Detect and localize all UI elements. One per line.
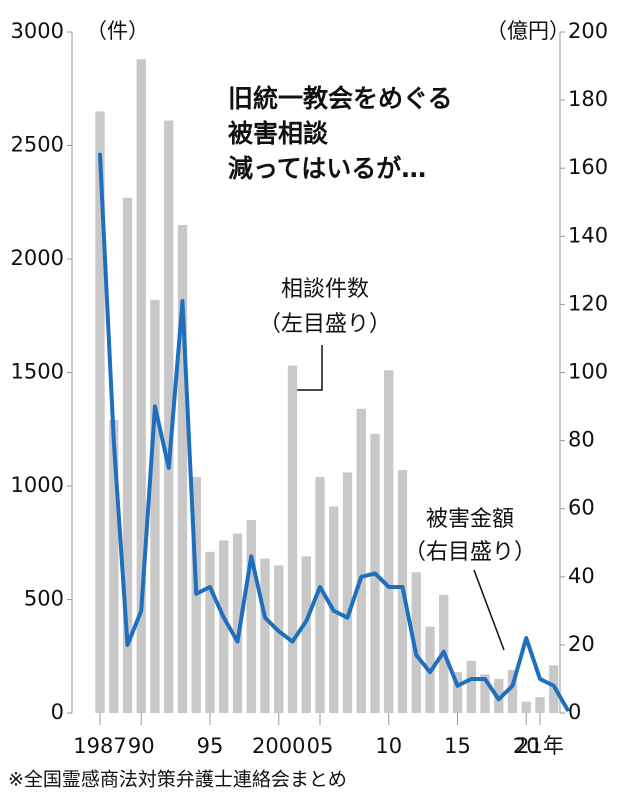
y-tick-label: 0: [51, 700, 64, 724]
bar: [507, 669, 518, 713]
bar: [150, 299, 160, 713]
bar: [452, 672, 463, 713]
y-tick-label: 2500: [11, 133, 64, 157]
y2-tick-label: 200: [568, 19, 608, 43]
bar: [480, 674, 490, 713]
bar: [411, 572, 421, 713]
bar: [287, 365, 298, 713]
x-tick-label: 95: [197, 734, 224, 758]
bar: [177, 224, 188, 713]
leader-line: [473, 569, 505, 651]
bar: [109, 420, 119, 713]
y-axis-unit: （件）: [86, 19, 149, 43]
chart-title: 減ってはいるが…: [228, 154, 426, 183]
annotation: 被害金額: [426, 507, 514, 532]
y-tick-label: 3000: [11, 19, 64, 43]
bar: [301, 556, 311, 713]
y2-tick-label: 80: [568, 428, 595, 452]
bar: [274, 565, 284, 713]
y2-axis-unit: （億円）: [486, 19, 570, 43]
x-tick-label: 21年: [516, 734, 564, 758]
bar: [384, 370, 394, 713]
y2-tick-label: 40: [568, 564, 595, 588]
y2-tick-label: 60: [568, 496, 595, 520]
x-tick-label: 15: [444, 734, 471, 758]
bar: [521, 701, 531, 713]
y-tick-label: 1000: [11, 473, 64, 497]
x-tick-label: 05: [307, 734, 334, 758]
y2-tick-label: 180: [568, 87, 608, 111]
annotation: 相談件数: [281, 277, 369, 302]
y-tick-label: 500: [24, 587, 64, 611]
bar: [219, 540, 229, 713]
annotation: （左目盛り）: [259, 312, 391, 337]
annotation: （右目盛り）: [404, 540, 536, 565]
bar: [136, 59, 146, 714]
y2-tick-label: 120: [568, 291, 608, 315]
bar: [260, 558, 270, 713]
bar: [232, 533, 243, 713]
y2-tick-label: 100: [568, 360, 608, 384]
x-tick-label: 1987: [73, 734, 126, 758]
chart-title: 被害相談: [228, 119, 329, 148]
x-tick-label: 90: [128, 734, 155, 758]
y-tick-label: 2000: [11, 246, 64, 270]
bar: [246, 520, 256, 713]
bar: [356, 408, 366, 713]
chart-title: 旧統一教会をめぐる: [228, 84, 453, 113]
bar: [122, 197, 133, 713]
x-tick-label: 20: [513, 734, 540, 758]
leader-line: [292, 345, 323, 391]
y2-tick-label: 160: [568, 155, 608, 179]
x-tick-label: 2000: [252, 734, 305, 758]
line: [98, 152, 570, 712]
y2-tick-label: 140: [568, 223, 608, 247]
bar: [315, 476, 325, 713]
bar: [342, 472, 353, 713]
bar: [95, 111, 105, 713]
y-tick-label: 1500: [11, 360, 64, 384]
bar: [164, 120, 174, 713]
x-tick-label: 10: [375, 734, 402, 758]
bar: [205, 551, 215, 713]
source-note: ※全国霊感商法対策弁護士連絡会まとめ: [8, 769, 347, 791]
y2-tick-label: 0: [568, 700, 581, 724]
y2-tick-label: 20: [568, 632, 595, 656]
bar: [535, 697, 545, 713]
bar: [466, 660, 476, 713]
